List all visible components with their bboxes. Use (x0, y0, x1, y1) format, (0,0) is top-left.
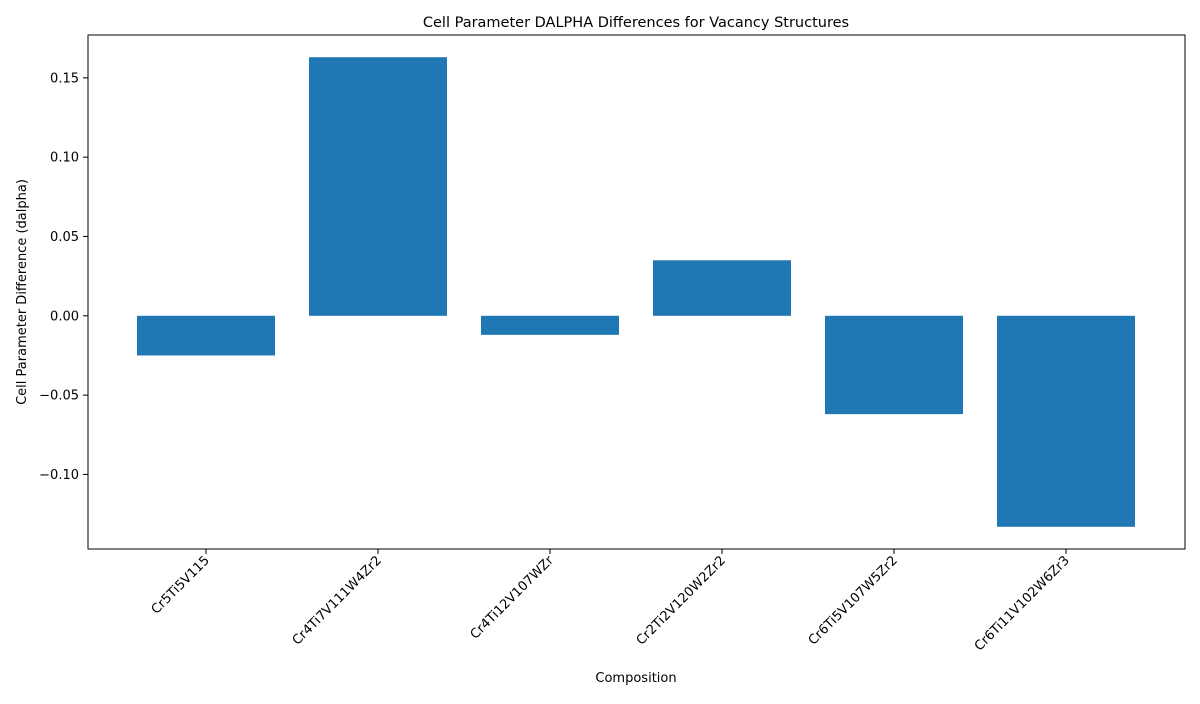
bar-Cr6Ti11V102W6Zr3 (997, 315, 1135, 527)
x-tick-label: Cr6Ti11V102W6Zr3 (972, 553, 1073, 654)
plot-frame (87, 34, 1186, 550)
y-tick-label: 0.15 (50, 71, 79, 86)
y-tick-label: −0.05 (39, 389, 79, 404)
x-tick-label: Cr2Ti2V120W2Zr2 (634, 553, 729, 648)
bar-Cr4Ti12V107WZr (481, 315, 619, 335)
x-tick-label: Cr5Ti5V115 (149, 553, 213, 617)
bar-Cr2Ti2V120W2Zr2 (653, 260, 791, 316)
y-tick-label: −0.10 (39, 468, 79, 483)
y-tick-label: 0.00 (50, 309, 79, 324)
chart-title: Cell Parameter DALPHA Differences for Va… (423, 15, 849, 31)
x-axis: Cr5Ti5V115 Cr4Ti7V111W4Zr2 Cr4Ti12V107WZr C… (149, 549, 1073, 654)
y-axis: −0.10 −0.05 0.00 0.05 0.10 0.15 (39, 71, 88, 483)
x-tick-label: Cr4Ti12V107WZr (468, 553, 558, 643)
bars-layer (137, 57, 1135, 527)
x-axis-label: Composition (595, 671, 676, 686)
bar-Cr5Ti5V115 (137, 315, 275, 356)
y-tick-label: 0.05 (50, 230, 79, 245)
bar-Cr6Ti5V107W5Zr2 (825, 315, 963, 415)
x-tick-label: Cr4Ti7V111W4Zr2 (290, 553, 385, 648)
y-axis-label: Cell Parameter Difference (dalpha) (15, 179, 30, 405)
y-tick-label: 0.10 (50, 151, 79, 166)
bar-Cr4Ti7V111W4Zr2 (309, 57, 447, 316)
x-tick-label: Cr6Ti5V107W5Zr2 (806, 553, 901, 648)
